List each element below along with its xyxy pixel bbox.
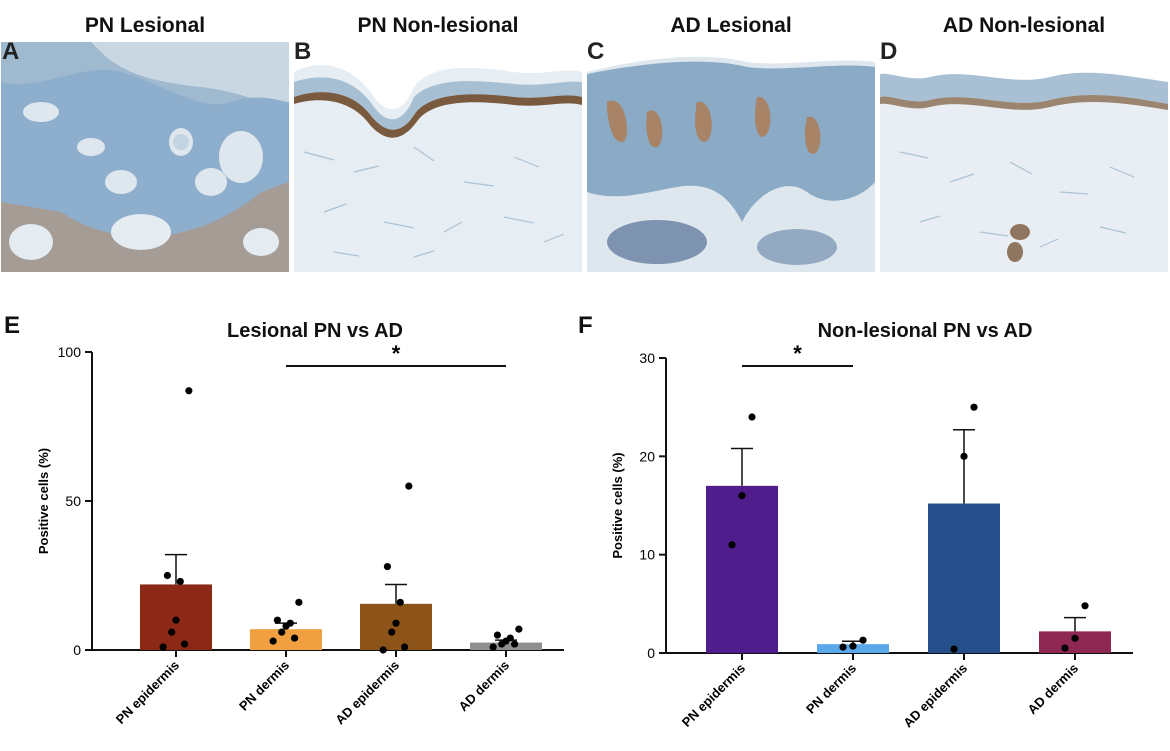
micrograph-title-a: PN Lesional: [84, 14, 206, 37]
micrograph-title-d: AD Non-lesional: [942, 14, 1106, 37]
micrograph-title-c: AD Lesional: [670, 14, 792, 37]
micrograph-title-b: PN Non-lesional: [357, 14, 519, 37]
data-point: [383, 562, 392, 571]
data-point: [172, 616, 180, 624]
bar: [250, 629, 322, 650]
y-tick-label: 50: [65, 493, 81, 509]
category-label: AD dermis: [1025, 661, 1082, 718]
y-tick-label: 10: [639, 547, 655, 563]
y-tick-label: 100: [58, 344, 82, 360]
data-point: [970, 403, 978, 411]
micrograph-letter-d: D: [880, 38, 898, 65]
data-point: [728, 541, 736, 549]
data-point: [379, 646, 387, 654]
data-point: [405, 482, 413, 490]
chart-letter-f: F: [578, 312, 593, 339]
category-label: PN epidermis: [113, 658, 182, 727]
data-point: [295, 598, 303, 606]
micrograph-b: [294, 42, 582, 272]
significance-star: *: [793, 341, 802, 366]
significance-star: *: [392, 341, 401, 366]
bar: [470, 642, 542, 650]
category-label: AD dermis: [456, 658, 513, 715]
data-point: [282, 622, 290, 630]
data-point: [498, 640, 506, 648]
data-point: [960, 452, 968, 460]
y-axis-label: Positive cells (%): [36, 448, 51, 554]
data-point: [392, 619, 400, 627]
category-label: PN epidermis: [679, 661, 748, 730]
data-point: [950, 645, 958, 653]
micrograph-letter-b: B: [294, 38, 312, 65]
micrograph-a: [1, 42, 289, 272]
data-point: [163, 571, 172, 580]
category-label: PN dermis: [803, 661, 859, 717]
y-axis-label: Positive cells (%): [610, 452, 625, 558]
micrograph-c: [587, 42, 875, 272]
data-point: [290, 634, 299, 642]
data-point: [748, 413, 756, 421]
data-point: [185, 387, 193, 395]
data-point: [278, 628, 286, 636]
y-tick-label: 30: [639, 350, 655, 366]
chart-letter-e: E: [4, 312, 21, 339]
y-tick-label: 0: [647, 645, 655, 661]
micrograph-letter-c: C: [587, 38, 605, 65]
data-point: [176, 577, 184, 586]
data-point: [849, 642, 857, 650]
data-point: [180, 640, 189, 648]
chart-e: 0 50 100 Positive cells (%) PN epidermis PN d…: [36, 341, 564, 728]
bar: [706, 485, 778, 653]
data-point: [159, 643, 167, 651]
category-label: AD epidermis: [900, 661, 970, 731]
data-point: [1081, 602, 1089, 610]
data-point: [168, 628, 176, 636]
data-point: [839, 643, 847, 651]
bar: [928, 503, 1000, 653]
data-point: [1071, 634, 1079, 642]
category-label: PN dermis: [236, 658, 292, 714]
data-point: [738, 492, 746, 500]
micrograph-letter-a: A: [2, 38, 20, 65]
data-point: [273, 616, 282, 624]
data-point: [269, 637, 277, 645]
chart-title-f: Non-lesional PN vs AD: [817, 320, 1033, 342]
data-point: [859, 636, 867, 644]
data-point: [396, 598, 404, 606]
data-point: [493, 631, 502, 639]
bar: [1039, 631, 1111, 653]
data-point: [400, 643, 409, 651]
data-point: [388, 628, 396, 636]
y-tick-label: 20: [639, 448, 655, 464]
micrograph-d: [880, 42, 1168, 272]
data-point: [489, 643, 497, 651]
data-point: [515, 625, 523, 633]
data-point: [1061, 644, 1069, 652]
chart-f: 0 10 20 30 Positive cells (%) PN epidermis PN …: [610, 341, 1133, 731]
category-label: AD epidermis: [332, 658, 402, 728]
bar: [360, 603, 432, 650]
data-point: [510, 640, 519, 648]
y-tick-label: 0: [73, 642, 81, 658]
chart-title-e: Lesional PN vs AD: [227, 320, 403, 342]
